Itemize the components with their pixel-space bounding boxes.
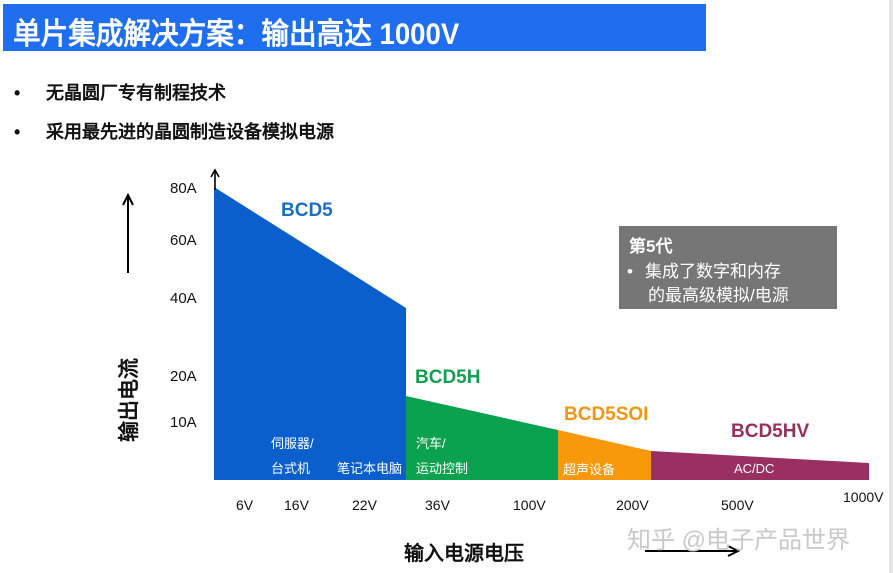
x-tick: 200V (616, 497, 649, 513)
app-label: 伺服器/ (271, 436, 314, 451)
page-edge-strip (889, 0, 893, 573)
area-bcd5 (214, 187, 406, 480)
app-label: 超声设备 (563, 462, 616, 477)
series-label-bcd5hv: BCD5HV (731, 421, 810, 442)
x-tick: 1000V (843, 489, 884, 505)
series-label-bcd5h: BCD5H (415, 367, 481, 388)
bullet-text: 无晶圆厂专有制程技术 (46, 83, 226, 103)
bullet-item: • 采用最先进的晶圆制造设备模拟电源 (14, 118, 334, 144)
title-bar: 单片集成解决方案：输出高达 1000V (3, 4, 706, 51)
bullet-dot-icon: • (14, 122, 21, 142)
y-axis-label: 输出电流 (118, 358, 141, 442)
callout-text: 集成了数字和内存 (644, 262, 781, 281)
y-tick: 20A (170, 368, 197, 385)
x-tick: 6V (236, 497, 254, 513)
series-label-bcd5soi: BCD5SOI (564, 404, 649, 425)
x-tick: 100V (513, 497, 546, 513)
y-axis-label-wrap: 输出电流 (116, 350, 141, 450)
up-arrow-icon (122, 192, 134, 206)
x-tick: 500V (721, 497, 754, 513)
y-axis-arrow-icon (210, 168, 220, 178)
app-label: 运动控制 (416, 461, 469, 476)
bullet-dot-icon: • (14, 83, 21, 103)
y-tick: 10A (170, 414, 197, 431)
x-axis-label: 输入电源电压 (404, 543, 524, 565)
series-label-bcd5: BCD5 (281, 200, 333, 221)
bullet-dot-icon: • (627, 262, 633, 281)
page-title: 单片集成解决方案：输出高达 1000V (13, 18, 460, 51)
area-bcd5h (406, 396, 558, 480)
generation-callout: 第5代 • 集成了数字和内存 的最高级模拟/电源 (619, 226, 837, 309)
y-tick: 40A (170, 290, 197, 307)
app-label: AC/DC (734, 461, 775, 476)
x-tick: 16V (284, 497, 309, 513)
callout-line: • 集成了数字和内存 (627, 257, 781, 282)
y-tick: 80A (170, 180, 197, 197)
area-bcd5soi (558, 430, 651, 480)
x-tick: 36V (425, 497, 450, 513)
callout-heading: 第5代 (629, 237, 673, 256)
app-label: 汽车/ (416, 436, 446, 451)
y-tick: 60A (170, 232, 197, 249)
bullet-text: 采用最先进的晶圆制造设备模拟电源 (46, 122, 334, 142)
app-label: 台式机 (271, 461, 311, 476)
watermark: 知乎 @电子产品世界 (627, 527, 851, 554)
area-bcd5hv (651, 451, 869, 480)
x-tick: 22V (352, 497, 377, 513)
right-arrow-icon (727, 545, 741, 557)
app-label: 笔记本电脑 (337, 461, 403, 476)
callout-text: 的最高级模拟/电源 (648, 286, 789, 305)
bullet-item: • 无晶圆厂专有制程技术 (14, 79, 226, 105)
